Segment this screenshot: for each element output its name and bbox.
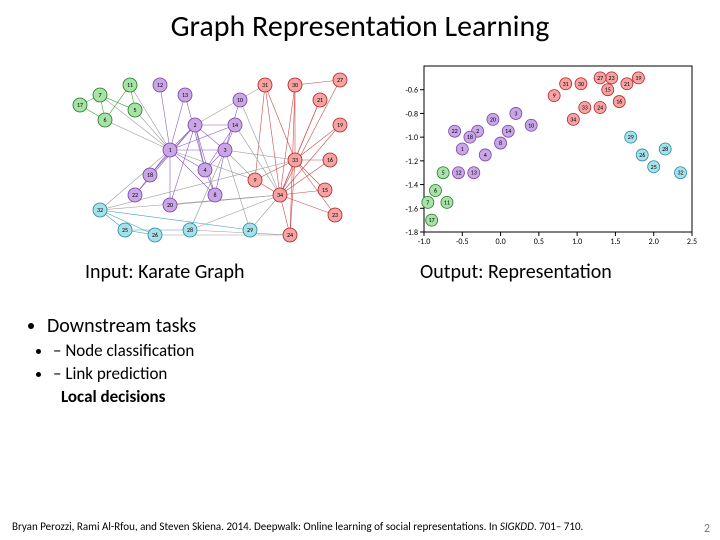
svg-text:14: 14 [505,127,511,135]
svg-text:16: 16 [327,156,333,164]
svg-text:-1.0: -1.0 [418,237,431,247]
caption-input: Input: Karate Graph [85,260,244,284]
svg-text:24: 24 [287,231,293,239]
svg-text:10: 10 [237,96,243,104]
svg-text:8: 8 [213,191,216,199]
svg-text:22: 22 [452,127,458,135]
svg-text:2: 2 [193,121,196,129]
svg-text:1: 1 [461,145,464,153]
svg-text:19: 19 [337,121,343,129]
svg-text:13: 13 [471,169,477,177]
svg-text:33: 33 [582,104,588,112]
svg-text:6: 6 [103,116,106,124]
svg-text:23: 23 [332,211,338,219]
svg-text:1.5: 1.5 [610,237,620,247]
svg-text:23: 23 [609,74,615,82]
svg-text:16: 16 [616,98,622,106]
svg-text:-1.6: -1.6 [405,204,418,214]
svg-text:29: 29 [628,133,634,141]
svg-text:2.5: 2.5 [687,237,697,247]
svg-text:17: 17 [429,216,435,224]
svg-text:8: 8 [499,139,502,147]
svg-text:32: 32 [677,169,683,177]
svg-text:28: 28 [662,145,668,153]
svg-text:24: 24 [597,104,603,112]
svg-text:9: 9 [553,92,556,100]
svg-text:27: 27 [597,74,603,82]
svg-text:-1.0: -1.0 [405,133,418,143]
svg-text:2.0: 2.0 [649,237,659,247]
svg-text:34: 34 [570,115,576,123]
svg-text:3: 3 [223,146,226,154]
svg-text:19: 19 [635,74,641,82]
svg-text:14: 14 [232,121,238,129]
svg-text:10: 10 [528,121,534,129]
svg-text:22: 22 [132,191,138,199]
svg-text:1.0: 1.0 [572,237,582,247]
svg-text:6: 6 [434,187,437,195]
svg-text:-1.4: -1.4 [405,181,418,191]
svg-text:32: 32 [97,206,103,214]
svg-text:15: 15 [322,186,328,194]
svg-text:25: 25 [651,163,657,171]
svg-text:15: 15 [605,86,611,94]
svg-text:25: 25 [122,226,128,234]
svg-text:13: 13 [182,91,188,99]
bullets: Downstream tasks – Node classification –… [25,310,196,407]
svg-text:3: 3 [514,109,517,117]
svg-text:29: 29 [247,226,253,234]
citation: Bryan Perozzi, Rami Al-Rfou, and Steven … [12,520,690,534]
svg-text:33: 33 [292,156,298,164]
svg-text:26: 26 [639,151,645,159]
svg-text:4: 4 [484,151,487,159]
svg-text:20: 20 [490,115,496,123]
svg-text:11: 11 [127,81,133,89]
svg-text:21: 21 [624,80,630,88]
bullet-link-prediction: – Link prediction [53,363,196,384]
svg-text:7: 7 [98,91,101,99]
svg-text:31: 31 [563,80,569,88]
svg-text:-0.8: -0.8 [405,109,418,119]
svg-text:30: 30 [292,81,298,89]
svg-text:2: 2 [476,127,479,135]
svg-text:-1.2: -1.2 [405,157,418,167]
slide-title: Graph Representation Learning [0,8,720,45]
svg-text:21: 21 [317,96,323,104]
svg-text:4: 4 [203,166,206,174]
graph-panel: 1234567891011121314151617181920212223242… [40,60,360,250]
caption-output: Output: Representation [420,260,612,284]
svg-text:-0.6: -0.6 [405,86,418,96]
svg-text:31: 31 [262,81,268,89]
bullet-local-decisions: Local decisions [61,386,196,407]
svg-text:-1.8: -1.8 [405,228,418,238]
svg-text:0.5: 0.5 [534,237,544,247]
scatter-panel: -1.0 -0.5 0.0 0.5 1.0 1.5 2.0 2.5 -1.8 -1.6 -1.4 -1… [390,60,700,250]
svg-text:0.0: 0.0 [496,237,506,247]
svg-text:5: 5 [133,106,136,114]
page-number: 2 [704,522,710,536]
bullet-node-classification: – Node classification [53,340,196,361]
svg-text:-0.5: -0.5 [456,237,469,247]
svg-text:27: 27 [337,76,343,84]
svg-text:7: 7 [426,198,429,206]
svg-text:5: 5 [442,169,445,177]
svg-text:34: 34 [277,191,283,199]
svg-text:30: 30 [578,80,584,88]
svg-text:26: 26 [152,231,158,239]
svg-text:17: 17 [77,101,83,109]
svg-text:18: 18 [467,133,473,141]
svg-text:1: 1 [168,146,171,154]
svg-text:28: 28 [187,226,193,234]
svg-text:9: 9 [253,176,256,184]
svg-text:11: 11 [444,198,450,206]
svg-text:12: 12 [455,169,461,177]
svg-text:12: 12 [157,81,163,89]
svg-text:20: 20 [167,201,173,209]
bullet-l1: Downstream tasks [47,314,196,338]
svg-text:18: 18 [147,171,153,179]
